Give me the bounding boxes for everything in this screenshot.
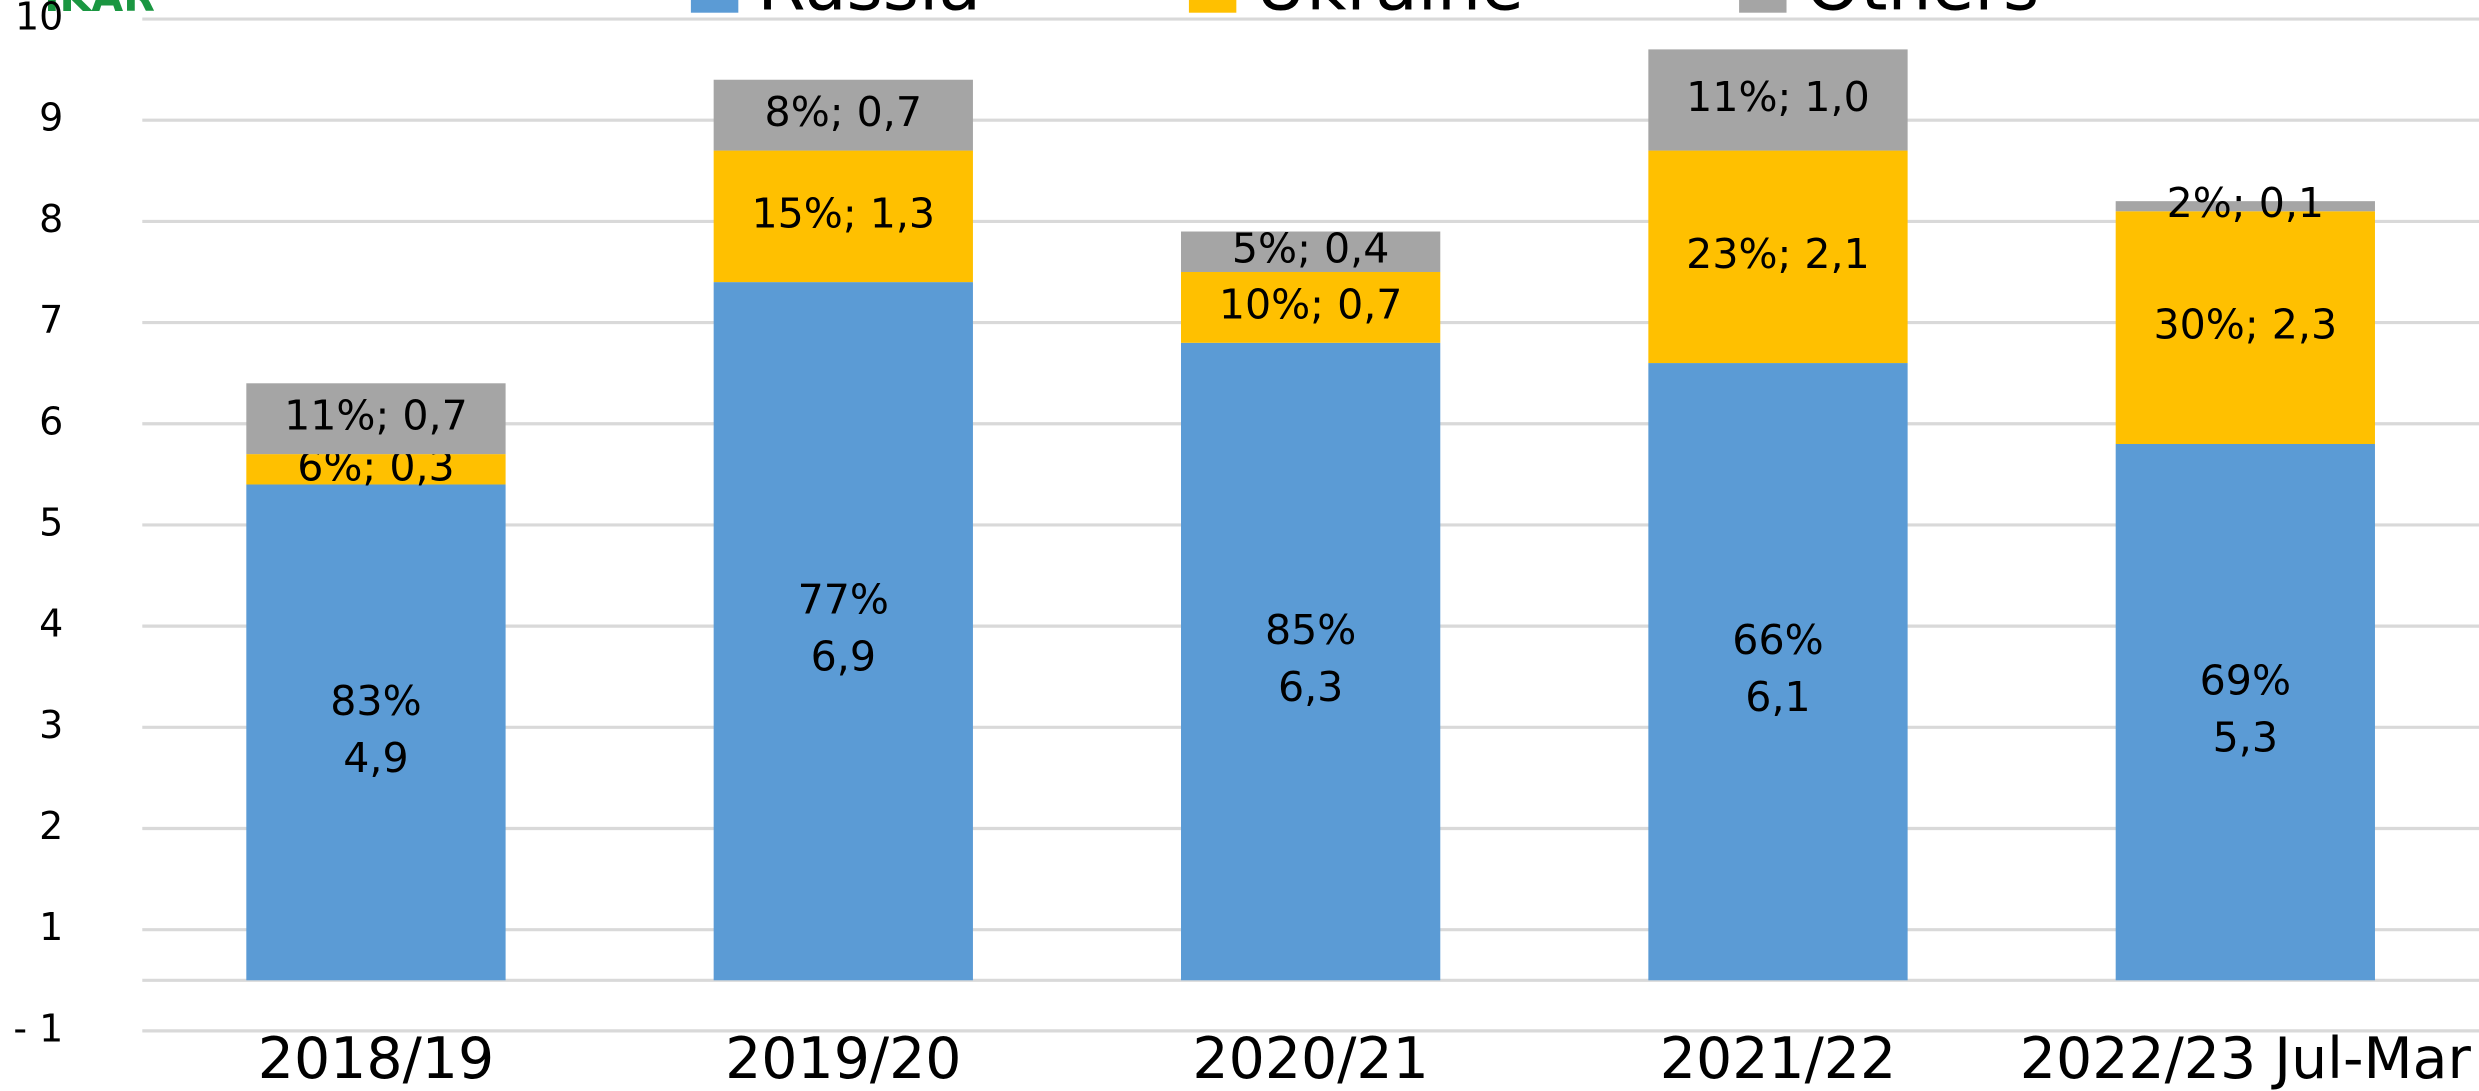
data-label: 77% bbox=[798, 576, 889, 624]
bar-segment bbox=[246, 484, 506, 981]
data-label: 2%; 0,1 bbox=[2167, 179, 2324, 227]
data-label: 83% bbox=[330, 677, 421, 725]
data-label: 30%; 2,3 bbox=[2154, 301, 2338, 349]
bar-segment bbox=[1648, 49, 1908, 151]
data-label: 69% bbox=[2200, 657, 2291, 705]
legend-swatch bbox=[1739, 0, 1787, 13]
y-tick-label: - 1 bbox=[13, 1006, 63, 1050]
bar-segment bbox=[713, 150, 973, 283]
y-tick-label: 8 bbox=[39, 197, 63, 241]
data-label: 8%; 0,7 bbox=[765, 88, 922, 136]
y-tick-label: 10 bbox=[15, 0, 63, 39]
bar-segment bbox=[2115, 444, 2375, 981]
bar-segment bbox=[713, 79, 973, 151]
y-tick-label: 2 bbox=[39, 804, 63, 848]
data-label: 66% bbox=[1732, 616, 1823, 664]
x-tick-label: 2020/21 bbox=[1192, 1026, 1428, 1091]
bar-segment bbox=[713, 282, 973, 981]
bar-segment bbox=[246, 383, 506, 455]
x-tick-label: 2021/22 bbox=[1660, 1026, 1896, 1091]
legend-label: Ukraine bbox=[1255, 0, 1524, 27]
bar-segment bbox=[246, 454, 506, 485]
y-tick-label: 1 bbox=[39, 905, 63, 949]
legend-swatch bbox=[1188, 0, 1237, 13]
legend-swatch bbox=[690, 0, 739, 13]
x-tick-label: 2019/20 bbox=[725, 1026, 961, 1091]
data-label: 23%; 2,1 bbox=[1686, 230, 1870, 278]
y-tick-label: 9 bbox=[39, 96, 63, 140]
legend-label: Russia bbox=[757, 0, 981, 27]
x-tick-label: 2022/23 Jul-Mar bbox=[2020, 1026, 2472, 1091]
bar-segment bbox=[1181, 342, 1441, 981]
data-label: 5,3 bbox=[2213, 714, 2278, 762]
data-label: 11%; 0,7 bbox=[284, 392, 468, 440]
data-label: 4,9 bbox=[343, 734, 408, 782]
data-label: 10%; 0,7 bbox=[1219, 280, 1403, 328]
x-tick-label: 2018/19 bbox=[258, 1026, 494, 1091]
data-label: 6,1 bbox=[1745, 673, 1810, 721]
data-label: 15%; 1,3 bbox=[751, 189, 935, 237]
data-label: 85% bbox=[1265, 606, 1356, 654]
bar-segment bbox=[1648, 363, 1908, 981]
y-tick-label: 4 bbox=[39, 602, 63, 646]
data-label: 11%; 1,0 bbox=[1686, 73, 1870, 121]
data-label: 6,3 bbox=[1278, 663, 1343, 711]
bar-segment bbox=[2115, 201, 2375, 212]
y-tick-label: 3 bbox=[39, 703, 63, 747]
bar-segment bbox=[1648, 150, 1908, 364]
bar-segment bbox=[1181, 271, 1441, 343]
logo: IKAR bbox=[44, 0, 155, 21]
y-tick-label: 7 bbox=[39, 298, 63, 342]
bar-segment bbox=[1181, 231, 1441, 272]
data-label: 5%; 0,4 bbox=[1232, 225, 1389, 273]
y-tick-label: 5 bbox=[39, 500, 63, 544]
bar-segment bbox=[2115, 211, 2375, 445]
data-label: 6,9 bbox=[811, 633, 876, 681]
legend-label: Others bbox=[1805, 0, 2039, 27]
y-tick-label: 6 bbox=[39, 399, 63, 443]
